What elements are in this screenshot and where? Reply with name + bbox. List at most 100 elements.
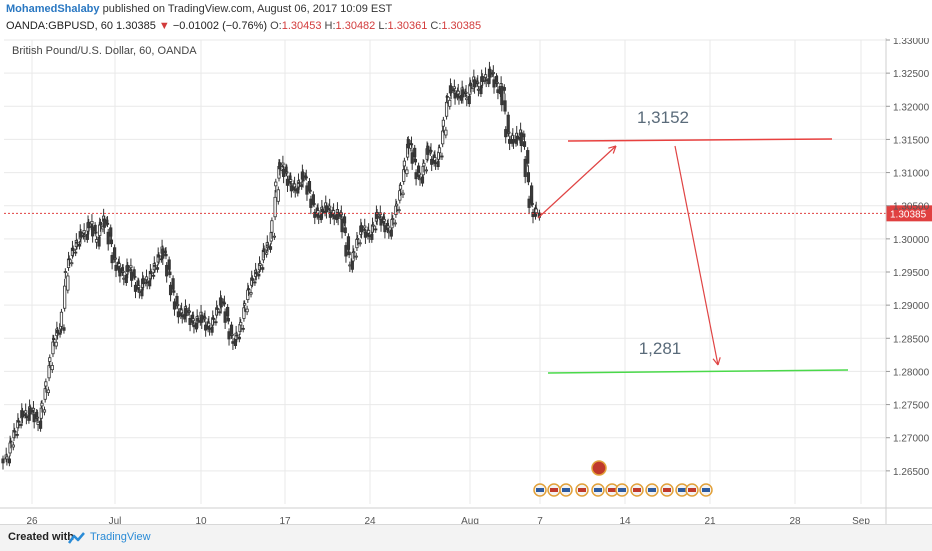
candle-body bbox=[469, 82, 473, 87]
candle-body bbox=[531, 211, 535, 218]
candle-body bbox=[241, 327, 245, 330]
candle-body bbox=[155, 267, 160, 270]
candle-body bbox=[401, 192, 405, 196]
candle-body bbox=[398, 190, 402, 201]
tradingview-link[interactable]: TradingView bbox=[90, 531, 151, 543]
candle-body bbox=[54, 341, 58, 347]
x-tick-label: 17 bbox=[279, 516, 291, 524]
candle-body bbox=[356, 238, 360, 240]
support-line[interactable] bbox=[547, 369, 849, 374]
candle-body bbox=[437, 147, 442, 154]
candle-body bbox=[77, 243, 82, 247]
x-axis[interactable]: 26 Jul 10 17 24 Aug 7 14 21 28 Sep bbox=[0, 507, 932, 527]
candle-body bbox=[250, 277, 254, 286]
high-value: 1.30482 bbox=[335, 20, 376, 32]
y-tick-label: 1.31500 bbox=[893, 135, 930, 146]
candle-body bbox=[74, 251, 78, 254]
candle-body bbox=[63, 285, 67, 309]
candle-body bbox=[480, 76, 484, 82]
candle-body bbox=[246, 288, 251, 290]
author-link[interactable]: MohamedShalaby bbox=[6, 3, 100, 15]
candle-body bbox=[79, 231, 83, 238]
candle-body bbox=[522, 141, 527, 147]
candle-body bbox=[344, 245, 348, 257]
candle-body bbox=[375, 211, 379, 219]
event-flag-icon bbox=[594, 488, 602, 492]
candle-body bbox=[249, 292, 253, 295]
grid bbox=[4, 39, 886, 504]
low-label: L: bbox=[378, 20, 388, 32]
candle-body bbox=[83, 234, 87, 237]
candle-body bbox=[62, 327, 66, 331]
candle-body bbox=[293, 188, 297, 192]
candle-body bbox=[406, 139, 410, 149]
candle-body bbox=[168, 271, 172, 276]
candle-body bbox=[31, 407, 36, 411]
y-axis[interactable]: 1.33000 1.32500 1.32000 1.31500 1.31000 1.305… bbox=[885, 36, 930, 524]
candle-body bbox=[46, 389, 50, 394]
annotations: 1.30385 1,3152 1,281 bbox=[4, 108, 932, 497]
candle-body bbox=[122, 277, 126, 280]
candle-body bbox=[374, 228, 378, 231]
candle-body bbox=[258, 263, 262, 266]
candle-body bbox=[137, 291, 141, 293]
down-arrow[interactable] bbox=[674, 145, 719, 366]
chart-area[interactable]: British Pound/U.S. Dollar, 60, OANDA 1.3… bbox=[0, 36, 932, 527]
candle-body bbox=[340, 218, 344, 233]
event-flag-icon bbox=[678, 488, 686, 492]
candle-body bbox=[172, 301, 177, 310]
candle-body bbox=[36, 421, 40, 425]
candle-body bbox=[237, 336, 241, 340]
candle-body bbox=[527, 198, 531, 208]
resistance-line[interactable] bbox=[567, 138, 833, 142]
candle-body bbox=[192, 324, 196, 328]
candle-body bbox=[50, 365, 54, 371]
candle-body bbox=[346, 236, 351, 250]
candle-body bbox=[42, 409, 47, 413]
candle-body bbox=[312, 203, 316, 205]
close-label: C: bbox=[430, 20, 442, 32]
candle-body bbox=[207, 327, 212, 330]
candle-body bbox=[429, 150, 433, 152]
candle-body bbox=[496, 89, 500, 93]
candle-body bbox=[391, 218, 395, 220]
candle-body bbox=[289, 185, 293, 192]
x-tick-label: 7 bbox=[537, 516, 543, 524]
candle-body bbox=[58, 332, 62, 335]
candle-body bbox=[164, 253, 168, 257]
open-label: O: bbox=[270, 20, 282, 32]
candle-body bbox=[39, 407, 43, 419]
candle-body bbox=[413, 158, 417, 163]
candle-body bbox=[453, 92, 457, 99]
candle-body bbox=[285, 178, 290, 186]
candle-body bbox=[145, 281, 149, 284]
y-tick-label: 1.27500 bbox=[893, 401, 930, 412]
candle-body bbox=[397, 209, 401, 212]
candle-body bbox=[332, 215, 336, 219]
tradingview-logo-icon bbox=[68, 532, 85, 544]
candle-body bbox=[218, 311, 222, 314]
candle-body bbox=[305, 185, 309, 195]
last-price-tag-label: 1.30385 bbox=[890, 209, 927, 220]
candle-body bbox=[94, 231, 98, 234]
candle-body bbox=[246, 289, 250, 301]
price-chart[interactable]: British Pound/U.S. Dollar, 60, OANDA 1.3… bbox=[0, 36, 932, 527]
candle-body bbox=[16, 420, 20, 429]
candle-body bbox=[126, 264, 130, 272]
candle-body bbox=[191, 318, 195, 322]
event-marker-top-icon[interactable] bbox=[591, 460, 607, 476]
candle-body bbox=[274, 181, 278, 187]
candle-body bbox=[465, 97, 469, 101]
candle-body bbox=[106, 231, 110, 245]
candle-body bbox=[363, 231, 368, 238]
candle-body bbox=[324, 205, 329, 213]
event-flag-icon bbox=[702, 488, 710, 492]
candle-body bbox=[440, 155, 444, 158]
publish-info: MohamedShalaby published on TradingView.… bbox=[6, 3, 392, 15]
y-tick-label: 1.26500 bbox=[893, 467, 930, 478]
up-arrow-head-b bbox=[608, 145, 617, 149]
candle-body bbox=[118, 268, 122, 277]
candle-body bbox=[219, 298, 223, 308]
candle-body bbox=[301, 172, 305, 182]
up-arrow[interactable] bbox=[537, 145, 617, 219]
